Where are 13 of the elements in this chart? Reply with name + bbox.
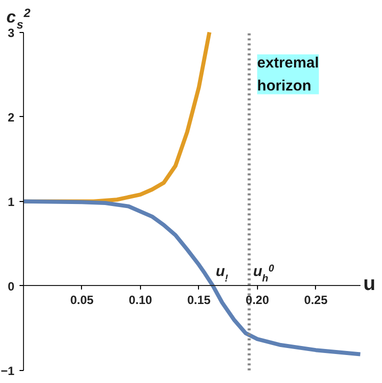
ref-line-label: extremal horizon	[257, 54, 319, 94]
annotation: u!	[216, 262, 229, 284]
x-tick-label: 0.20	[246, 292, 270, 307]
x-tick-label: 0.10	[128, 292, 152, 307]
y-tick-label: 0	[8, 279, 15, 294]
line-series	[21, 199, 362, 356]
x-axis-title: u	[363, 272, 376, 295]
x-tick-label: 0.05	[70, 292, 94, 307]
y-tick-label: 2	[8, 110, 15, 124]
x-tick-label: 0.15	[187, 292, 211, 307]
y-tick-label: −1	[0, 364, 15, 378]
x-tick-label: 0.25	[304, 292, 328, 307]
y-tick-label: 1	[8, 194, 15, 209]
